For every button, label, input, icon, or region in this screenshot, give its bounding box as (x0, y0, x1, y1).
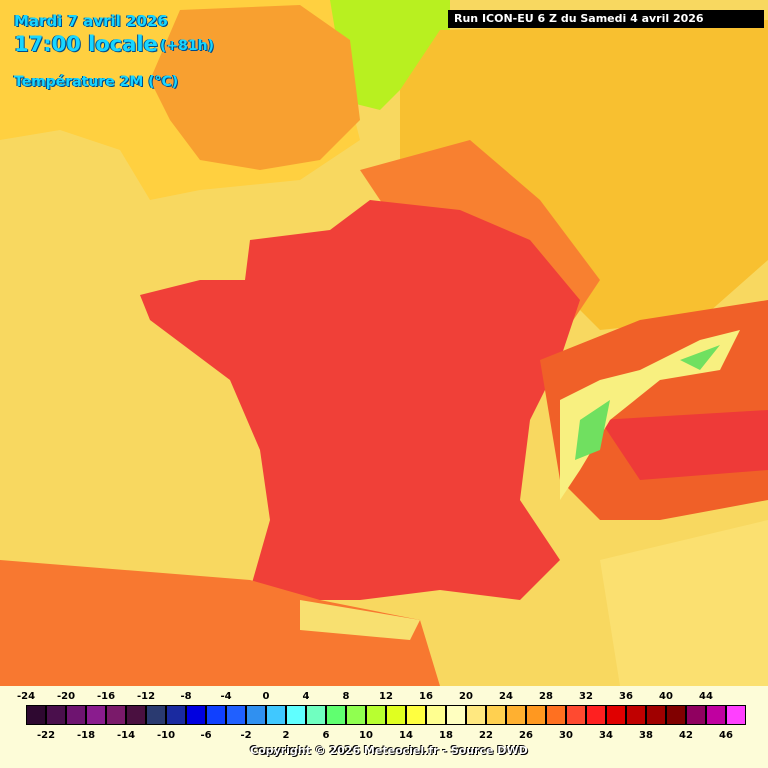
colorbar-cell (46, 705, 66, 725)
colorbar-cell (226, 705, 246, 725)
forecast-date: Mardi 7 avril 2026 (14, 12, 168, 30)
parameter: Température 2M (°C) (14, 74, 179, 90)
spain-north (0, 560, 440, 686)
colorbar-cell (106, 705, 126, 725)
colorbar-label: 40 (659, 691, 673, 702)
colorbar-cell (126, 705, 146, 725)
england (150, 5, 360, 170)
pyrenees (300, 600, 420, 640)
colorbar-cell (526, 705, 546, 725)
colorbar-cell (726, 705, 746, 725)
colorbar-label: 32 (579, 691, 593, 702)
colorbar-cell (506, 705, 526, 725)
colorbar-label: 12 (379, 691, 393, 702)
colorbar-label: 2 (282, 730, 290, 741)
colorbar-label: 46 (719, 730, 733, 741)
copyright: Copyright © 2026 Meteociel.fr - Source D… (250, 744, 528, 757)
colorbar-label: 34 (599, 730, 613, 741)
forecast-lead: (+81h) (160, 38, 214, 54)
model-run: Run ICON-EU 6 Z du Samedi 4 avril 2026 (448, 10, 764, 28)
colorbar-label: 4 (302, 691, 310, 702)
colorbar-cell (386, 705, 406, 725)
colorbar-label: -12 (136, 691, 156, 702)
colorbar-label: -8 (180, 691, 192, 702)
po-valley (600, 410, 768, 480)
colorbar-label: -16 (96, 691, 116, 702)
alps (560, 330, 740, 500)
colorbar-label: 44 (699, 691, 713, 702)
colorbar-cell (86, 705, 106, 725)
colorbar-cell (286, 705, 306, 725)
colorbar-cell (166, 705, 186, 725)
colorbar-label: 30 (559, 730, 573, 741)
colorbar-cell (326, 705, 346, 725)
colorbar-cell (346, 705, 366, 725)
colorbar-cell (186, 705, 206, 725)
colorbar-label: -10 (156, 730, 176, 741)
colorbar-label: 38 (639, 730, 653, 741)
colorbar: -24 -22 -20 -18 -16 -14 -12 -10 -8 -6 -4 -2 0 2 4 6 8 10 1… (0, 686, 768, 768)
colorbar-cell (626, 705, 646, 725)
colorbar-label: -14 (116, 730, 136, 741)
colorbar-label: -4 (220, 691, 232, 702)
colorbar-cell (66, 705, 86, 725)
colorbar-cell (666, 705, 686, 725)
colorbar-label: -2 (240, 730, 252, 741)
colorbar-cell (466, 705, 486, 725)
colorbar-label: 6 (322, 730, 330, 741)
colorbar-cell (546, 705, 566, 725)
colorbar-cell (566, 705, 586, 725)
benelux-germany (400, 20, 768, 330)
colorbar-cell (206, 705, 226, 725)
alps-cold (575, 345, 720, 460)
colorbar-label: 16 (419, 691, 433, 702)
colorbar-label: -24 (16, 691, 36, 702)
colorbar-cell (606, 705, 626, 725)
colorbar-cell (686, 705, 706, 725)
forecast-time: 17:00 locale (14, 32, 158, 56)
colorbar-label: 0 (262, 691, 270, 702)
colorbar-cell (406, 705, 426, 725)
colorbar-cell (706, 705, 726, 725)
colorbar-label: 10 (359, 730, 373, 741)
colorbar-label: -6 (200, 730, 212, 741)
colorbar-label: 36 (619, 691, 633, 702)
colorbar-cell (146, 705, 166, 725)
tyrrhenian-sea (600, 520, 768, 686)
colorbar-label: 42 (679, 730, 693, 741)
colorbar-label: -22 (36, 730, 56, 741)
colorbar-cell (426, 705, 446, 725)
colorbar-label: 20 (459, 691, 473, 702)
colorbar-cell (486, 705, 506, 725)
colorbar-label: 14 (399, 730, 413, 741)
colorbar-cell (26, 705, 46, 725)
colorbar-label: -18 (76, 730, 96, 741)
colorbar-label: 18 (439, 730, 453, 741)
colorbar-cell (306, 705, 326, 725)
colorbar-cell (246, 705, 266, 725)
colorbar-cell (586, 705, 606, 725)
colorbar-label: 8 (342, 691, 350, 702)
colorbar-label: 22 (479, 730, 493, 741)
colorbar-cell (366, 705, 386, 725)
colorbar-label: 24 (499, 691, 513, 702)
colorbar-label: 28 (539, 691, 553, 702)
colorbar-label: 26 (519, 730, 533, 741)
colorbar-cell (446, 705, 466, 725)
colorbar-label: -20 (56, 691, 76, 702)
colorbar-cell (646, 705, 666, 725)
france (140, 200, 580, 600)
colorbar-cell (266, 705, 286, 725)
